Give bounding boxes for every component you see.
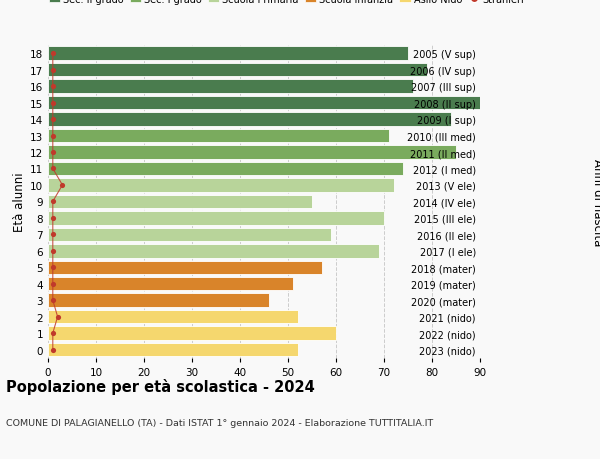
Bar <box>48 310 298 324</box>
Bar <box>48 294 269 307</box>
Point <box>48 330 58 337</box>
Text: COMUNE DI PALAGIANELLO (TA) - Dati ISTAT 1° gennaio 2024 - Elaborazione TUTTITAL: COMUNE DI PALAGIANELLO (TA) - Dati ISTAT… <box>6 418 433 427</box>
Point <box>48 83 58 90</box>
Bar <box>48 277 293 291</box>
Point <box>48 215 58 222</box>
Bar <box>48 146 456 159</box>
Text: Popolazione per età scolastica - 2024: Popolazione per età scolastica - 2024 <box>6 379 315 395</box>
Point <box>48 116 58 123</box>
Bar <box>48 129 389 143</box>
Text: Anni di nascita: Anni di nascita <box>590 158 600 246</box>
Point <box>48 297 58 304</box>
Point <box>48 264 58 271</box>
Bar <box>48 261 322 274</box>
Point <box>48 149 58 157</box>
Bar <box>48 212 384 225</box>
Point <box>48 247 58 255</box>
Bar <box>48 97 485 110</box>
Point <box>48 346 58 353</box>
Point <box>58 182 67 189</box>
Bar <box>48 245 379 258</box>
Bar <box>48 343 298 357</box>
Point <box>48 165 58 173</box>
Bar <box>48 327 336 340</box>
Point <box>48 231 58 239</box>
Bar <box>48 162 403 176</box>
Point <box>53 313 62 321</box>
Bar <box>48 195 312 209</box>
Legend: Sec. II grado, Sec. I grado, Scuola Primaria, Scuola Infanzia, Asilo Nido, Stran: Sec. II grado, Sec. I grado, Scuola Prim… <box>49 0 524 5</box>
Y-axis label: Età alunni: Età alunni <box>13 172 26 232</box>
Bar <box>48 64 427 77</box>
Bar <box>48 47 408 61</box>
Bar <box>48 113 451 127</box>
Point <box>48 198 58 206</box>
Point <box>48 67 58 74</box>
Point <box>48 100 58 107</box>
Point <box>48 50 58 58</box>
Point <box>48 280 58 288</box>
Bar <box>48 80 413 94</box>
Bar <box>48 179 394 192</box>
Point <box>48 133 58 140</box>
Bar <box>48 228 331 241</box>
